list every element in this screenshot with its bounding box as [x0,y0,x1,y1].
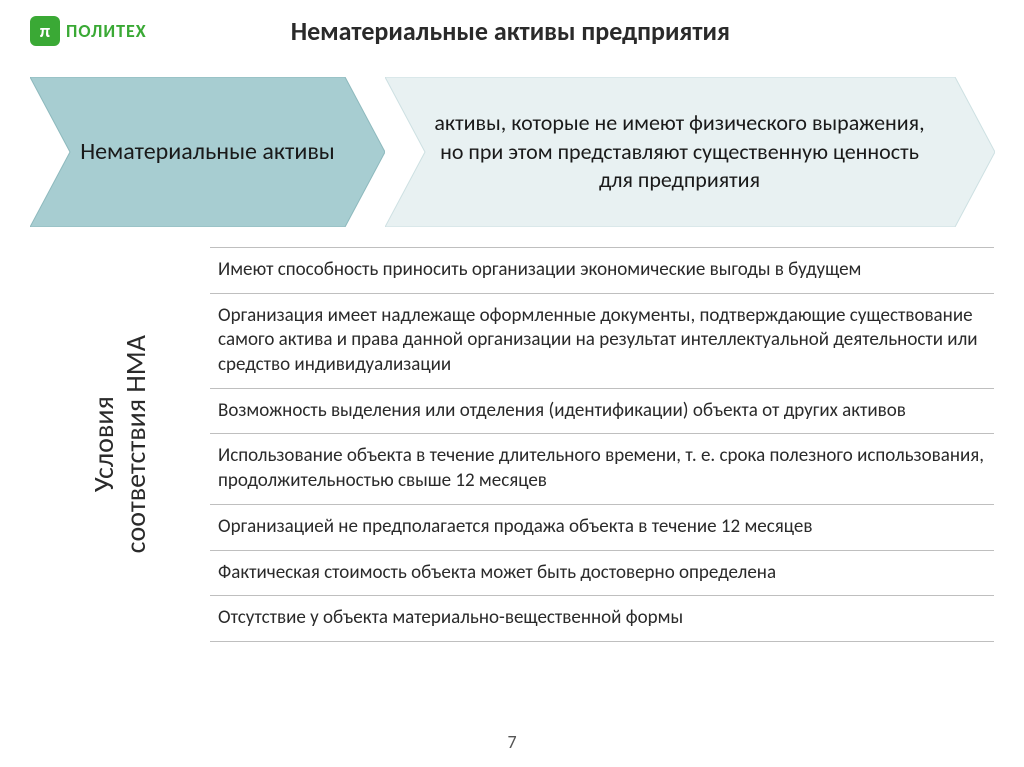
page-number: 7 [0,731,1024,753]
list-item: Фактическая стоимость объекта может быть… [210,551,994,597]
list-item: Имеют способность приносить организации … [210,248,994,294]
logo-badge-icon: π [30,16,60,46]
arrow-left-block: Нематериальные активы [30,77,385,227]
list-item: Возможность выделения или отделения (иде… [210,389,994,435]
header: π ПОЛИТЕХ Нематериальные активы предприя… [0,0,1024,57]
vertical-label-line2: соответствия НМА [118,335,153,553]
vertical-label-line1: Условия [86,396,121,492]
arrow-right-block: активы, которые не имеют физического выр… [385,77,994,227]
logo-text: ПОЛИТЕХ [66,20,147,42]
vertical-label: Условия соответствия НМА [30,247,210,642]
conditions-section: Условия соответствия НМА Имеют способнос… [30,247,994,642]
list-item: Организацией не предполагается продажа о… [210,505,994,551]
vertical-label-text: Условия соответствия НМА [88,335,152,553]
content: Нематериальные активы активы, которые не… [0,77,1024,642]
list-item: Организация имеет надлежаще оформленные … [210,294,994,389]
page-title: Нематериальные активы предприятия [147,15,994,47]
logo: π ПОЛИТЕХ [30,16,147,46]
conditions-list: Имеют способность приносить организации … [210,247,994,642]
arrow-right-label: активы, которые не имеют физического выр… [385,109,994,195]
list-item: Отсутствие у объекта материально-веществ… [210,596,994,642]
arrow-left-label: Нематериальные активы [50,137,365,167]
logo-symbol: π [40,20,50,42]
arrow-diagram: Нематериальные активы активы, которые не… [30,77,994,227]
list-item: Использование объекта в течение длительн… [210,434,994,504]
